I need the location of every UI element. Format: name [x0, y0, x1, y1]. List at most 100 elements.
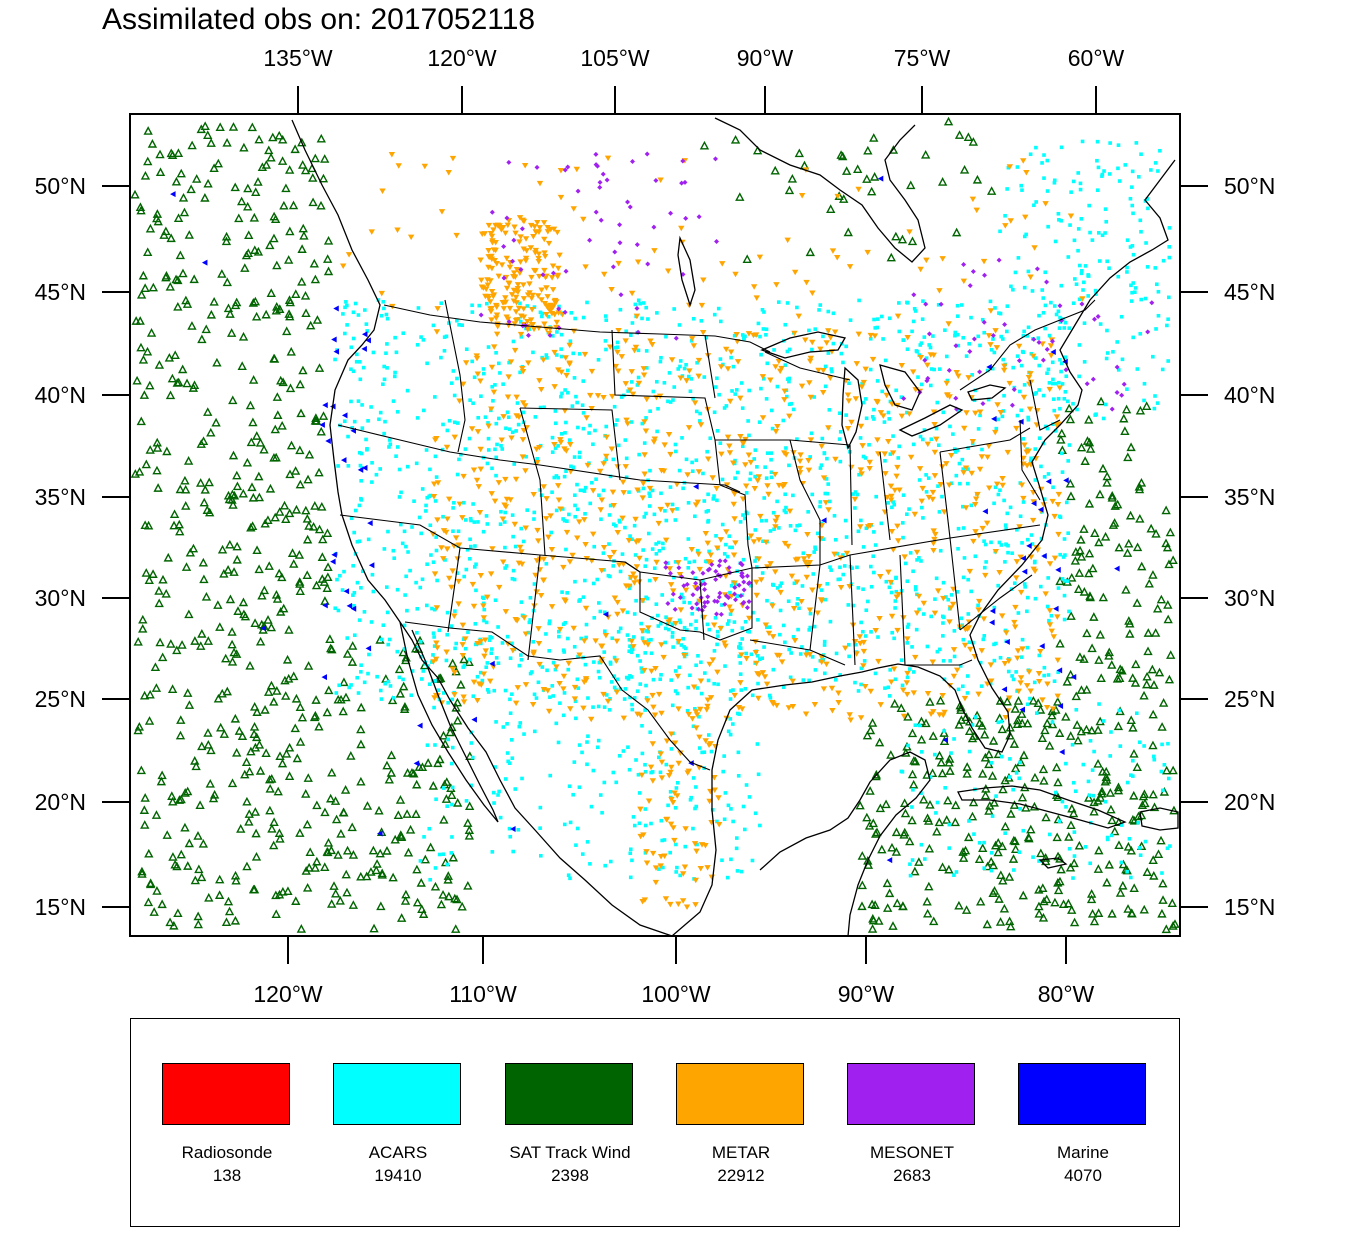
acars-marker	[377, 417, 381, 422]
mesonet-marker	[953, 343, 959, 349]
acars-marker	[1014, 670, 1018, 674]
sat-track-wind-marker	[910, 756, 921, 766]
metar-marker	[894, 313, 902, 320]
acars-marker	[602, 780, 607, 785]
acars-marker	[813, 668, 818, 672]
acars-marker	[956, 546, 960, 551]
sat-track-wind-marker	[193, 911, 203, 921]
acars-marker	[775, 384, 780, 389]
acars-marker	[944, 595, 948, 599]
sat-track-wind-marker	[161, 272, 171, 282]
metar-marker	[544, 229, 552, 235]
acars-marker	[988, 681, 993, 686]
acars-marker	[720, 477, 725, 482]
acars-marker	[652, 512, 657, 517]
acars-marker	[631, 815, 636, 819]
sat-track-wind-marker	[314, 524, 325, 534]
acars-marker	[736, 711, 740, 716]
mesonet-marker	[922, 357, 928, 363]
acars-marker	[683, 556, 688, 561]
mesonet-marker	[713, 568, 719, 574]
acars-marker	[644, 416, 648, 420]
acars-marker	[640, 670, 644, 674]
acars-marker	[906, 743, 910, 748]
acars-marker	[1095, 139, 1100, 144]
acars-marker	[1081, 288, 1085, 292]
acars-marker	[346, 464, 351, 468]
metar-marker	[930, 547, 937, 554]
metar-marker	[660, 468, 668, 474]
sat-track-wind-marker	[141, 568, 151, 577]
sat-track-wind-marker	[1063, 898, 1074, 908]
sat-track-wind-marker	[984, 749, 994, 759]
acars-marker	[823, 384, 828, 389]
sat-track-wind-marker	[225, 539, 235, 549]
sat-track-wind-marker	[1086, 894, 1097, 904]
metar-marker	[430, 494, 438, 500]
metar-marker	[460, 381, 467, 388]
acars-marker	[494, 421, 499, 426]
metar-marker	[985, 333, 993, 339]
sat-track-wind-marker	[922, 908, 933, 918]
metar-marker	[702, 531, 710, 537]
marine-marker	[1050, 348, 1056, 355]
metar-marker	[946, 394, 953, 400]
acars-marker	[378, 467, 382, 471]
metar-marker	[674, 673, 682, 680]
metar-marker	[600, 545, 608, 551]
acars-marker	[891, 500, 896, 504]
metar-marker	[513, 267, 521, 273]
acars-marker	[640, 421, 645, 426]
metar-marker	[715, 795, 722, 801]
acars-marker	[457, 323, 461, 327]
acars-marker	[386, 642, 391, 647]
metar-marker	[620, 490, 627, 496]
sat-track-wind-marker	[285, 311, 295, 321]
sat-track-wind-marker	[897, 234, 908, 244]
sat-track-wind-marker	[942, 815, 952, 824]
mesonet-marker	[967, 348, 973, 354]
acars-marker	[638, 682, 643, 686]
acars-marker	[917, 723, 922, 728]
metar-marker	[872, 628, 879, 634]
acars-marker	[637, 791, 642, 795]
acars-marker	[499, 443, 503, 448]
sat-track-wind-marker	[1118, 880, 1128, 890]
acars-marker	[625, 610, 630, 615]
mesonet-marker	[977, 369, 983, 375]
metar-marker	[624, 421, 631, 427]
acars-marker	[359, 498, 364, 502]
sat-track-wind-marker	[333, 850, 343, 859]
acars-marker	[827, 408, 832, 412]
acars-marker	[515, 401, 520, 405]
mesonet-marker	[741, 579, 747, 585]
acars-marker	[609, 680, 614, 684]
acars-marker	[705, 622, 710, 627]
metar-marker	[487, 230, 495, 237]
metar-marker	[637, 806, 644, 813]
acars-marker	[567, 784, 572, 789]
acars-marker	[864, 397, 868, 401]
acars-marker	[512, 462, 517, 466]
acars-marker	[342, 419, 347, 424]
sat-track-wind-marker	[323, 837, 334, 847]
marine-marker	[1031, 500, 1037, 507]
acars-marker	[678, 620, 683, 625]
metar-marker	[939, 693, 946, 699]
acars-marker	[941, 634, 945, 638]
acars-marker	[346, 434, 350, 439]
metar-marker	[431, 695, 438, 701]
sat-track-wind-marker	[251, 187, 261, 196]
acars-marker	[1062, 326, 1067, 330]
metar-marker	[513, 394, 520, 401]
acars-marker	[370, 572, 375, 577]
acars-marker	[1067, 609, 1071, 614]
acars-marker	[1160, 871, 1164, 875]
sat-track-wind-marker	[246, 522, 256, 532]
lon-label-bottom: 80°W	[1038, 981, 1095, 1007]
acars-marker	[547, 619, 552, 623]
metar-marker	[711, 774, 718, 781]
sat-track-wind-marker	[248, 492, 259, 502]
mesonet-marker	[663, 560, 669, 566]
acars-marker	[832, 513, 837, 518]
